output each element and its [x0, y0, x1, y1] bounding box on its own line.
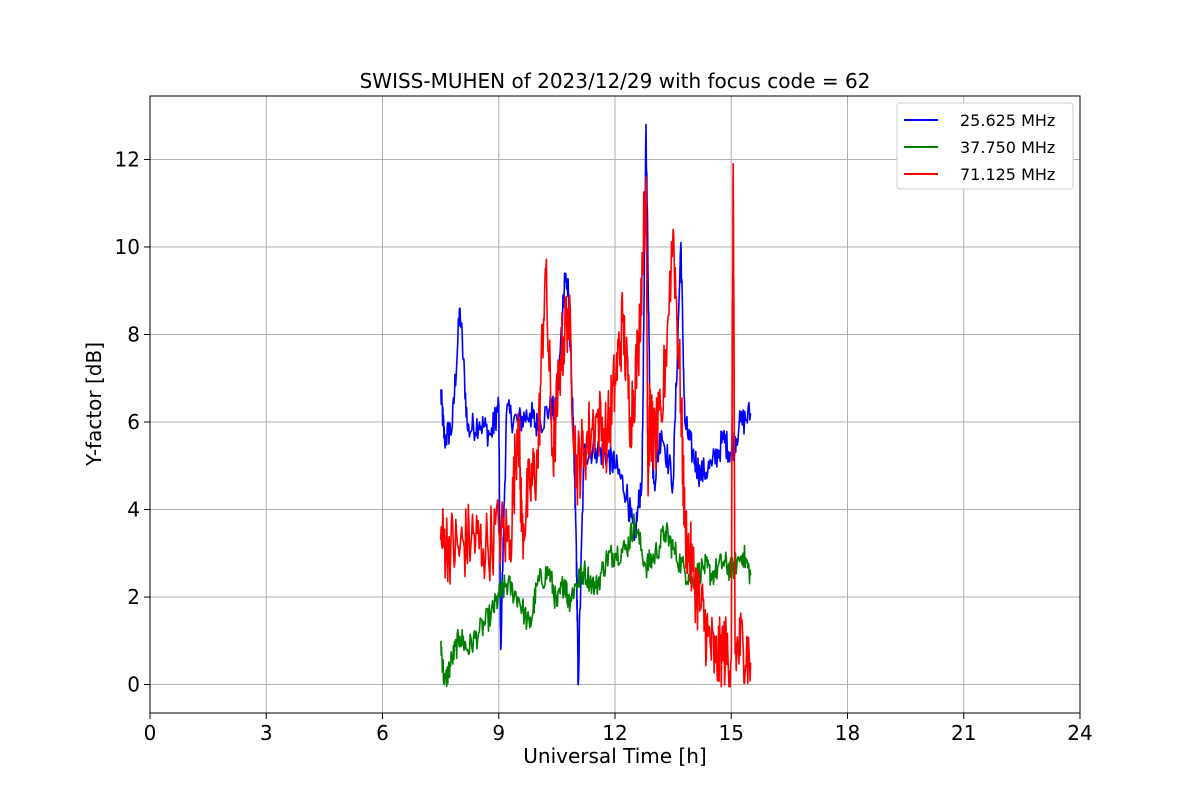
y-tick-label: 12 [115, 147, 140, 171]
x-tick-label: 21 [951, 721, 976, 745]
chart-title: SWISS-MUHEN of 2023/12/29 with focus cod… [360, 69, 871, 93]
x-tick-label: 12 [602, 721, 627, 745]
plot-series [439, 123, 752, 688]
legend: 25.625 MHz 37.750 MHz 71.125 MHz [896, 102, 1074, 190]
y-tick-label: 0 [127, 673, 140, 697]
y-tick-label: 8 [127, 322, 140, 346]
series-line [439, 163, 752, 688]
y-axis-label: Y-factor [dB] [82, 342, 106, 467]
x-tick-label: 9 [492, 721, 505, 745]
legend-label: 37.750 MHz [960, 138, 1055, 157]
x-tick-label: 24 [1067, 721, 1092, 745]
y-tick-label: 6 [127, 410, 140, 434]
x-tick-label: 6 [376, 721, 389, 745]
legend-box [896, 102, 1074, 190]
y-axis: 0 2 4 6 8 10 12 [115, 147, 150, 697]
x-axis: 0 3 6 9 12 15 18 21 24 [144, 713, 1093, 745]
y-tick-label: 4 [127, 498, 140, 522]
y-tick-label: 2 [127, 585, 140, 609]
x-axis-label: Universal Time [h] [523, 744, 706, 768]
y-tick-label: 10 [115, 235, 140, 259]
x-tick-label: 0 [144, 721, 157, 745]
x-tick-label: 3 [260, 721, 273, 745]
legend-label: 71.125 MHz [960, 165, 1055, 184]
x-tick-label: 15 [719, 721, 744, 745]
legend-label: 25.625 MHz [960, 111, 1055, 130]
x-tick-label: 18 [835, 721, 860, 745]
